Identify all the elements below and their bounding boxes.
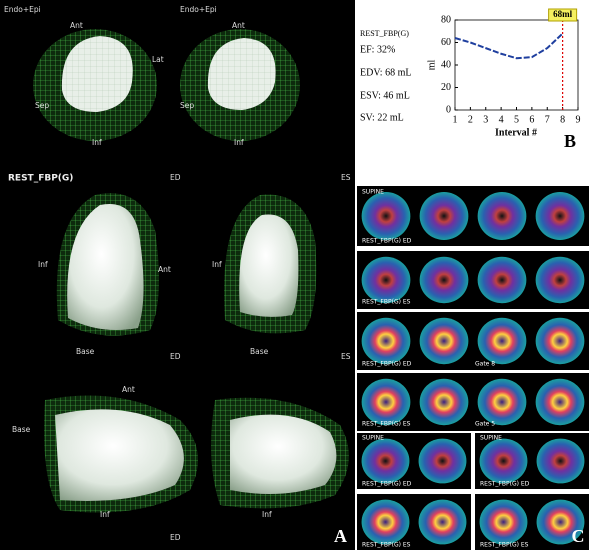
slice [478,257,527,303]
label: Inf [92,138,102,147]
label: ES [341,173,351,182]
slice [362,379,411,425]
slice [478,318,527,364]
panel-letter: A [334,526,347,546]
slice [536,257,585,303]
slice [536,379,585,425]
stat: EDV: 68 mL [360,67,411,78]
page: {"panel_a": {"labels": ["Endo+Epi", "Ant… [0,0,589,550]
tile-label: REST_FBP(G) ES [362,542,411,549]
slice [419,500,467,545]
slice [362,318,411,364]
tile-label: REST_FBP(G) ES [480,542,529,549]
x-tick-label: 3 [483,114,488,125]
y-tick-label: 40 [441,59,451,70]
label: Base [76,347,95,356]
plot-frame [455,20,578,110]
slice [536,192,585,240]
label: Inf [38,260,48,269]
series-line [455,34,563,59]
slice [362,500,410,545]
label: Base [250,347,269,356]
slice [420,257,469,303]
label: REST_FBP(G) [8,174,73,184]
slice [419,439,467,484]
slice [480,439,528,484]
y-tick-label: 80 [441,14,451,25]
slice [537,439,585,484]
tile-label: REST_FBP(G) ED [362,238,412,245]
x-axis-label: Interval # [495,127,537,138]
tile-label: SUPINE [362,435,384,442]
label: ED [170,352,181,361]
slice [480,500,528,545]
stat-title: REST_FBP(G) [360,29,409,38]
x-tick-label: 1 [453,114,458,125]
x-tick-label: 9 [576,114,581,125]
x-tick-label: 7 [545,114,550,125]
slice [362,439,410,484]
tile-label: REST_FBP(G) ED [362,361,412,368]
slice [536,318,585,364]
x-tick-label: 5 [514,114,519,125]
label: Endo+Epi [4,5,41,14]
label: Ant [122,385,135,394]
label: Inf [100,510,110,519]
tile-label: REST_FBP(G) ED [362,481,412,488]
label: Endo+Epi [180,5,217,14]
label: Sep [35,101,49,110]
tile-label: REST_FBP(G) ES [362,299,411,306]
x-tick-label: 4 [499,114,504,125]
label: ES [341,352,351,361]
panel-letter: B [564,131,576,151]
panel-a: Endo+Epi Ant Lat Sep Inf Endo+Epi Ant Se… [0,0,355,550]
stat: ESV: 46 mL [360,90,410,101]
tile-label: SUPINE [480,435,502,442]
slice [362,257,411,303]
annotation: 68ml [553,9,572,19]
label: Inf [262,510,272,519]
tile-label: Gate 8 [475,361,495,368]
label: Inf [212,260,222,269]
endo-surface [230,415,336,494]
label: ED [170,173,181,182]
panel-c: SUPINE REST_FBP(G) ED REST_FBP(G) ES REST_F… [357,186,589,550]
tile-label: SUPINE [362,189,384,196]
label: Ant [70,21,83,30]
y-tick-label: 60 [441,37,451,48]
slice [362,192,411,240]
slice [478,379,527,425]
endo-surface [55,409,184,501]
y-tick-label: 0 [446,104,451,115]
x-tick-label: 6 [529,114,534,125]
slice [420,318,469,364]
stats: REST_FBP(G) EF: 32% EDV: 68 mL ESV: 46 m… [360,29,411,123]
panel-letter: C [572,526,585,546]
figure: Endo+Epi Ant Lat Sep Inf Endo+Epi Ant Se… [0,0,589,550]
label: Inf [234,138,244,147]
slice [420,192,469,240]
label: Base [12,425,31,434]
x-tick-label: 2 [468,114,473,125]
stat: SV: 22 mL [360,112,404,123]
label: Ant [158,265,171,274]
label: Sep [180,101,194,110]
stat: EF: 32% [360,44,395,55]
tile-label: REST_FBP(G) ES [362,421,411,428]
y-axis-label: ml [426,60,437,71]
label: Ant [232,21,245,30]
slice [478,192,527,240]
label: Lat [152,55,164,64]
tile-label: Gate 5 [475,421,495,428]
tile-label: REST_FBP(G) ED [480,481,530,488]
y-tick-label: 20 [441,82,451,93]
label: ED [170,533,181,542]
x-tick-label: 8 [560,114,565,125]
slice [420,379,469,425]
